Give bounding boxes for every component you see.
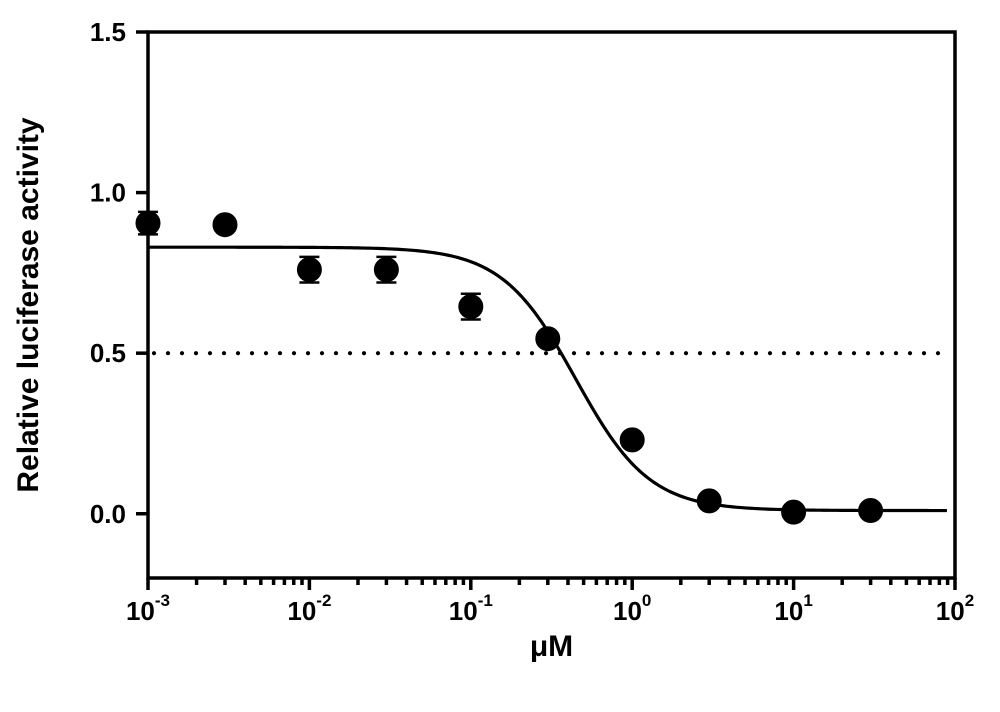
x-tick-label: 100 — [613, 591, 651, 626]
x-tick-label: 102 — [936, 591, 974, 626]
data-point — [213, 213, 237, 237]
data-point — [859, 499, 883, 523]
x-axis-label: μM — [530, 630, 573, 663]
chart-svg: 0.0 0.5 1.0 1.5 10-3 10-2 10-1 100 101 102 μM Relat… — [0, 0, 1000, 712]
y-tick-label: 1.0 — [90, 178, 126, 208]
y-tick-label: 1.5 — [90, 17, 126, 47]
y-axis-label: Relative luciferase activity — [12, 117, 45, 493]
fit-curve — [148, 247, 947, 510]
data-point — [374, 258, 398, 282]
data-point — [536, 327, 560, 351]
data-point — [459, 295, 483, 319]
x-tick-label: 10-2 — [287, 591, 331, 626]
data-point — [136, 211, 160, 235]
data-point — [297, 258, 321, 282]
y-tick-label: 0.5 — [90, 338, 126, 368]
data-point — [697, 489, 721, 513]
chart-container: { "chart": { "type": "scatter+line", "ba… — [0, 0, 1000, 712]
x-tick-label: 10-3 — [126, 591, 170, 626]
x-tick-label: 10-1 — [449, 591, 493, 626]
data-point — [620, 428, 644, 452]
x-tick-label: 101 — [774, 591, 812, 626]
data-point — [782, 500, 806, 524]
y-tick-label: 0.0 — [90, 499, 126, 529]
